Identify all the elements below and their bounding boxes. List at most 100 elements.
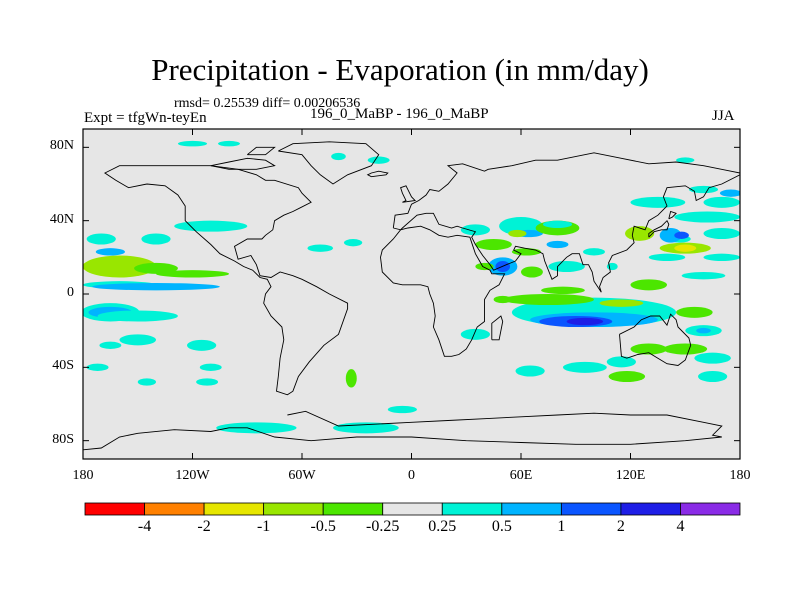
anomaly-region xyxy=(703,253,740,261)
anomaly-region xyxy=(345,369,357,388)
anomaly-region xyxy=(187,339,217,351)
coastline xyxy=(247,146,276,156)
anomaly-region xyxy=(460,224,490,236)
y-tick-label: 80S xyxy=(52,431,74,447)
coastline xyxy=(104,165,349,396)
anomaly-region xyxy=(674,244,697,252)
anomaly-region xyxy=(508,229,527,238)
anomaly-region xyxy=(648,253,686,261)
anomaly-region xyxy=(688,185,719,194)
anomaly-region xyxy=(696,327,711,334)
x-tick-label: 60W xyxy=(288,468,316,483)
anomaly-region xyxy=(218,140,240,147)
anomaly-region xyxy=(331,152,346,161)
anomaly-region xyxy=(177,140,208,147)
anomaly-region xyxy=(548,261,585,272)
anomaly-region xyxy=(676,306,713,318)
x-tick-label: 60E xyxy=(509,468,533,483)
anomaly-region xyxy=(99,341,122,350)
anomaly-region xyxy=(630,196,686,208)
anomaly-region xyxy=(137,378,156,386)
anomaly-region xyxy=(475,239,512,250)
anomaly-region xyxy=(703,228,740,239)
colorbar-label: -0.5 xyxy=(310,518,336,535)
coastline xyxy=(619,313,692,366)
coastline xyxy=(366,170,389,178)
coastline xyxy=(278,141,380,185)
anomaly-region xyxy=(599,299,644,307)
anomaly-region xyxy=(387,405,417,414)
coastlines xyxy=(83,141,740,451)
anomaly-region xyxy=(694,352,731,364)
x-tick-label: 120E xyxy=(615,468,646,483)
anomaly-region xyxy=(719,189,740,197)
anomaly-region xyxy=(367,156,390,164)
anomaly-region xyxy=(174,220,248,232)
coastline xyxy=(210,157,276,170)
anomaly-region xyxy=(199,363,222,372)
axis-ticks xyxy=(82,129,741,459)
anomaly-region xyxy=(562,361,607,373)
colorbar-swatch xyxy=(382,502,443,516)
anomaly-region xyxy=(698,371,728,382)
anomaly-region xyxy=(659,228,682,243)
anomaly-region xyxy=(119,334,156,346)
colorbar-swatch xyxy=(263,502,324,516)
colorbar-label: 4 xyxy=(676,518,685,535)
x-tick-label: 180 xyxy=(729,468,751,483)
anomaly-region xyxy=(606,356,636,368)
anomaly-region xyxy=(92,283,220,291)
anomaly-region xyxy=(542,220,573,228)
coastline xyxy=(668,210,677,220)
colorbar-swatch xyxy=(144,502,205,516)
colorbar-label: -1 xyxy=(256,518,271,535)
anomaly-region xyxy=(86,233,116,245)
colorbar-label: -2 xyxy=(197,518,211,535)
anomaly-region xyxy=(681,272,726,280)
experiment-name: 196_0_MaBP - 196_0_MaBP xyxy=(310,106,489,122)
anomaly-region xyxy=(583,248,605,256)
anomaly-region xyxy=(83,255,156,278)
anomaly-region xyxy=(674,231,689,239)
coastline xyxy=(380,225,506,357)
y-tick-label: 40N xyxy=(49,211,74,227)
coastline xyxy=(648,219,670,238)
anomaly-region xyxy=(566,317,604,326)
anomaly-region xyxy=(134,262,178,274)
x-tick-label: 180 xyxy=(72,468,94,483)
anomaly-region xyxy=(216,422,297,434)
coastline xyxy=(392,152,740,293)
colorbar-swatch xyxy=(680,502,741,516)
anomaly-region xyxy=(546,240,569,249)
anomaly-region xyxy=(196,378,219,386)
anomaly-region xyxy=(460,328,490,340)
coastline xyxy=(491,315,504,341)
plot-background xyxy=(83,129,740,459)
experiment-label: Expt = tfgWn-teyEn xyxy=(84,110,207,126)
anomaly-region xyxy=(521,266,543,278)
y-tick-label: 40S xyxy=(52,358,74,374)
anomaly-region xyxy=(141,233,171,245)
anomaly-region xyxy=(703,196,740,208)
season-label: JJA xyxy=(712,108,735,124)
anomaly-region xyxy=(608,371,646,382)
anomaly-region xyxy=(97,310,178,322)
anomaly-region xyxy=(156,270,229,278)
anomaly-region xyxy=(515,365,545,377)
y-tick-label: 0 xyxy=(67,285,74,300)
colorbar-swatch xyxy=(560,502,622,516)
anomaly-region xyxy=(541,286,585,295)
anomaly-region xyxy=(630,343,667,355)
colorbar-label: -0.25 xyxy=(366,518,400,535)
anomaly-region xyxy=(630,279,667,291)
anomaly-region xyxy=(475,262,494,271)
colorbar-swatch xyxy=(501,502,562,516)
colorbar-label: 0.25 xyxy=(428,518,457,535)
colorbar-label: 1 xyxy=(557,518,566,535)
colorbar-swatch xyxy=(203,502,265,516)
anomaly-region xyxy=(307,244,334,252)
colorbar-swatch xyxy=(84,502,145,516)
coastline xyxy=(400,185,417,203)
colorbar-label: 0.5 xyxy=(491,518,512,535)
